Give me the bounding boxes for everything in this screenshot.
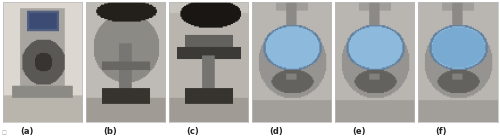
Text: □: □ [2, 131, 6, 136]
Text: (a): (a) [20, 126, 34, 136]
Text: (d): (d) [270, 126, 283, 136]
Text: (b): (b) [103, 126, 117, 136]
Text: (f): (f) [436, 126, 448, 136]
Text: (e): (e) [352, 126, 366, 136]
Text: (c): (c) [186, 126, 199, 136]
